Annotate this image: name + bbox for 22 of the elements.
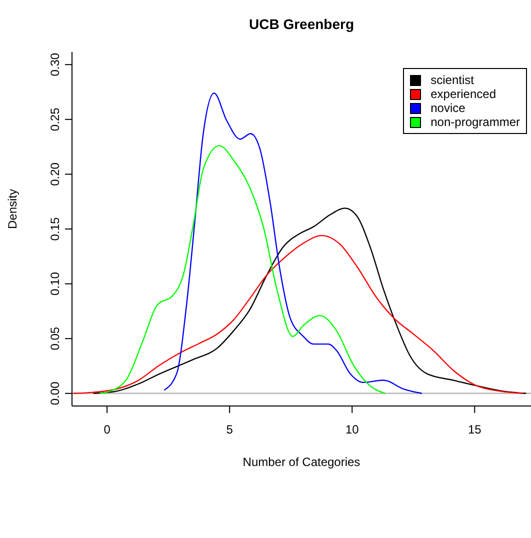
x-tick-label: 0 (104, 422, 111, 437)
y-tick-label: 0.00 (48, 381, 62, 406)
y-tick-label: 0.10 (48, 272, 62, 296)
y-tick-label: 0.25 (48, 107, 62, 132)
legend-label: novice (430, 101, 466, 115)
chart-title: UCB Greenberg (248, 16, 356, 32)
legend-label: experienced (430, 87, 496, 101)
x-tick-label: 10 (345, 422, 360, 437)
y-tick-label: 0.30 (48, 52, 62, 76)
line-series (72, 234, 524, 394)
y-tick-label: 0.15 (48, 217, 62, 241)
y-axis-title: Density (5, 188, 20, 229)
line-series (164, 92, 423, 394)
x-tick-label: 5 (226, 422, 234, 437)
legend-label: scientist (430, 73, 474, 87)
y-tick-label: 0.20 (48, 162, 62, 186)
line-series (99, 145, 386, 394)
legend-label: non-programmer (430, 115, 520, 129)
x-axis-title: Number of Categories (242, 455, 360, 469)
y-tick-label: 0.05 (48, 326, 62, 350)
line-series (92, 208, 527, 394)
x-tick-label: 15 (468, 422, 482, 437)
